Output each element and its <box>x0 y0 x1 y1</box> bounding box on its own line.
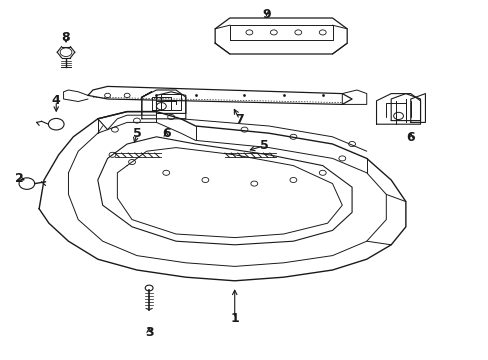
Text: 2: 2 <box>15 172 24 185</box>
Text: 3: 3 <box>144 327 153 339</box>
Text: 6: 6 <box>162 127 170 140</box>
Text: 5: 5 <box>132 127 141 140</box>
Text: 9: 9 <box>262 8 270 21</box>
Text: 8: 8 <box>61 31 70 44</box>
Text: 5: 5 <box>259 139 268 152</box>
Text: 7: 7 <box>235 113 244 126</box>
Text: 6: 6 <box>406 131 414 144</box>
Text: 4: 4 <box>52 94 61 107</box>
Text: 1: 1 <box>230 312 239 325</box>
